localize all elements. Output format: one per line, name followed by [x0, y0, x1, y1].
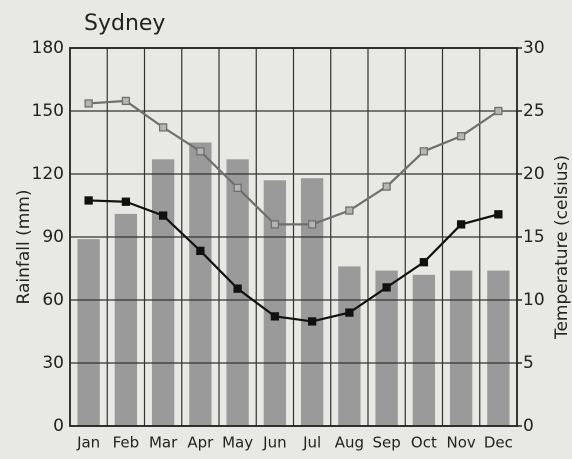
bar [77, 239, 100, 426]
line-marker [233, 284, 242, 293]
line-marker [494, 210, 503, 219]
x-tick-label: Jan [76, 434, 100, 452]
bar [114, 213, 138, 426]
bar [375, 270, 398, 426]
temperature-line [88, 99, 499, 226]
bar [338, 266, 361, 426]
line-marker [158, 123, 168, 132]
line-marker [196, 246, 205, 256]
line-marker [233, 183, 242, 193]
bar [449, 270, 473, 426]
x-tick-label: Mar [149, 434, 178, 452]
y-axis-label: Rainfall (mm) [14, 190, 34, 305]
line-marker [382, 182, 391, 191]
chart-title: Sydney [84, 11, 165, 36]
y-tick-label: 0 [53, 416, 64, 436]
line-marker [494, 106, 503, 116]
line-marker [307, 317, 317, 326]
y2-axis-label: Temperature (celsius) [552, 155, 572, 340]
line-marker [158, 211, 168, 220]
bar [300, 178, 324, 426]
line-marker [456, 220, 466, 229]
x-tick-label: Apr [187, 434, 214, 452]
y-tick-label: 30 [42, 353, 64, 373]
y2-tick-label: 5 [523, 353, 534, 373]
y2-tick-label: 0 [523, 416, 534, 436]
line-marker [196, 147, 205, 156]
line-marker [84, 99, 93, 108]
x-tick-label: Feb [113, 434, 140, 452]
line-marker [121, 197, 131, 206]
y2-tick-label: 25 [523, 101, 545, 121]
x-tick-label: Nov [446, 434, 475, 452]
line-marker [84, 196, 93, 205]
y-tick-label: 150 [32, 101, 64, 121]
y2-tick-label: 15 [523, 227, 545, 247]
x-tick-label: Jul [302, 434, 321, 452]
bar [263, 180, 287, 426]
y-tick-label: 120 [32, 164, 64, 184]
line-marker [382, 283, 391, 292]
line-marker [419, 258, 429, 267]
y2-tick-label: 10 [523, 290, 545, 310]
y-tick-label: 180 [32, 38, 64, 58]
bar [189, 142, 212, 426]
y2-tick-label: 30 [523, 38, 545, 58]
line-marker [345, 206, 354, 215]
y-tick-label: 90 [42, 227, 64, 247]
x-tick-label: Dec [484, 434, 513, 452]
line-marker [307, 220, 317, 229]
line-marker [270, 220, 280, 229]
bar [487, 270, 510, 426]
bar [151, 159, 175, 427]
x-tick-label: Oct [411, 434, 437, 452]
x-tick-label: May [222, 434, 253, 452]
temperature-line [88, 199, 499, 323]
line-marker [270, 312, 280, 321]
x-tick-label: Jun [262, 434, 286, 452]
line-marker [419, 147, 429, 156]
line-marker [121, 96, 131, 106]
x-tick-label: Aug [335, 434, 364, 452]
line-marker [345, 308, 354, 317]
y-tick-label: 60 [42, 290, 64, 310]
x-tick-label: Sep [372, 434, 400, 452]
line-marker [456, 132, 466, 141]
bar [412, 274, 436, 426]
y2-tick-label: 20 [523, 164, 545, 184]
